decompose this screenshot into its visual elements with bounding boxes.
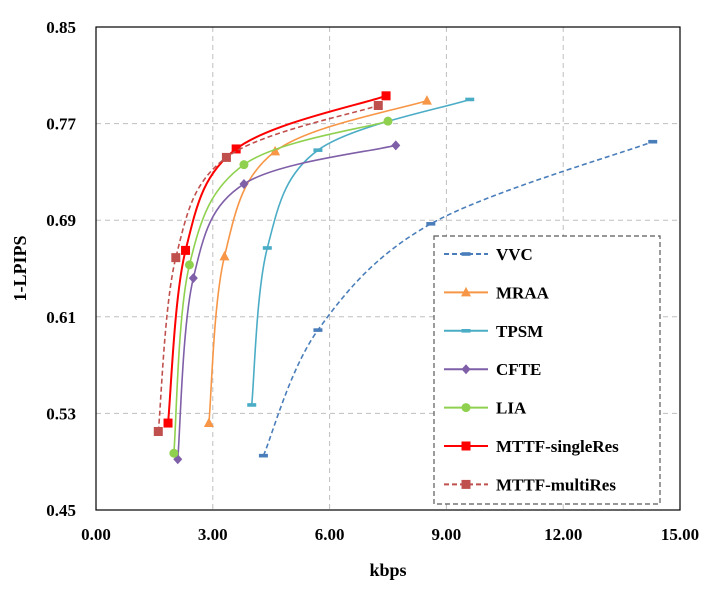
- series-line: [167, 94, 387, 424]
- data-point: [203, 417, 214, 428]
- x-tick-label: 0.00: [81, 525, 111, 544]
- y-tick-label: 0.85: [46, 18, 76, 37]
- data-point: [381, 91, 391, 101]
- series-line: [208, 99, 428, 424]
- series-cfte: [173, 140, 401, 465]
- series-line: [157, 104, 379, 432]
- legend-label: MTTF-singleRes: [496, 437, 619, 456]
- series-mraa: [203, 95, 432, 428]
- data-point: [258, 453, 268, 458]
- legend: VVC MRAA TPSM CFTE LIA MTTF-singleRes MTTF-mul…: [433, 235, 661, 505]
- legend-label: MRAA: [496, 283, 550, 302]
- y-tick-label: 0.77: [46, 115, 76, 134]
- series-mttf-multires: [153, 100, 383, 437]
- data-point: [239, 160, 249, 170]
- legend-item: MTTF-multiRes: [444, 475, 616, 494]
- data-point: [262, 246, 272, 250]
- y-axis-title: 1-LPIPS: [10, 235, 30, 301]
- data-point: [231, 144, 241, 154]
- data-point: [221, 152, 231, 162]
- series-line: [250, 98, 471, 406]
- data-point: [184, 260, 194, 270]
- series-lia: [169, 116, 393, 458]
- legend-label: VVC: [496, 245, 533, 264]
- series-line: [176, 144, 396, 460]
- ticks-layer: 0.00 3.00 6.00 9.00 12.00 15.00 0.45 0.53 0.61 0.…: [46, 18, 699, 544]
- data-point: [181, 245, 191, 255]
- legend-swatch-marker: [461, 441, 471, 451]
- legend-item: MRAA: [444, 283, 550, 302]
- legend-item: TPSM: [444, 322, 543, 341]
- data-point: [270, 145, 281, 156]
- legend-swatch-marker: [461, 329, 471, 333]
- series-mttf-singleres: [163, 91, 391, 428]
- data-point: [421, 95, 432, 105]
- legend-item: CFTE: [444, 360, 541, 379]
- legend-swatch-marker: [461, 479, 471, 489]
- x-axis-title: kbps: [369, 560, 406, 580]
- legend-swatch-marker: [461, 286, 471, 297]
- data-point: [648, 139, 658, 144]
- legend-swatch-marker: [461, 252, 471, 256]
- legend-item: VVC: [444, 245, 533, 264]
- data-point: [239, 178, 249, 189]
- data-point: [426, 222, 436, 226]
- legend-swatch-marker: [461, 364, 471, 375]
- legend-item: MTTF-singleRes: [444, 437, 619, 456]
- legend-label: TPSM: [496, 322, 543, 341]
- series-line: [262, 140, 654, 456]
- x-tick-label: 6.00: [315, 525, 345, 544]
- data-point: [247, 403, 257, 407]
- x-tick-label: 3.00: [198, 525, 228, 544]
- data-point: [188, 273, 198, 284]
- y-tick-label: 0.69: [46, 211, 76, 230]
- data-point: [153, 427, 163, 437]
- x-tick-label: 12.00: [544, 525, 582, 544]
- series-tpsm: [247, 97, 475, 407]
- data-point: [383, 116, 393, 126]
- data-point: [391, 140, 401, 151]
- data-point: [163, 418, 173, 428]
- plot-frame: [95, 26, 681, 511]
- legend-label: CFTE: [496, 360, 541, 379]
- data-point: [373, 100, 383, 110]
- x-tick-label: 9.00: [432, 525, 462, 544]
- legend-item: LIA: [444, 399, 527, 418]
- data-point: [219, 250, 230, 261]
- y-tick-label: 0.61: [46, 308, 76, 327]
- y-tick-label: 0.53: [46, 404, 76, 423]
- x-tick-label: 15.00: [661, 525, 699, 544]
- data-point: [465, 97, 475, 102]
- data-point: [171, 253, 181, 263]
- data-point: [313, 148, 323, 152]
- legend-label: LIA: [496, 399, 527, 418]
- y-tick-label: 0.45: [46, 501, 76, 520]
- legend-swatch-marker: [461, 403, 471, 413]
- data-point: [313, 328, 323, 332]
- series-layer: [153, 91, 658, 465]
- series-line: [173, 120, 389, 454]
- legend-label: MTTF-multiRes: [496, 475, 616, 494]
- data-point: [169, 448, 179, 458]
- legend-items: VVC MRAA TPSM CFTE LIA MTTF-singleRes MTTF-mul…: [444, 245, 619, 494]
- series-vvc: [258, 139, 658, 458]
